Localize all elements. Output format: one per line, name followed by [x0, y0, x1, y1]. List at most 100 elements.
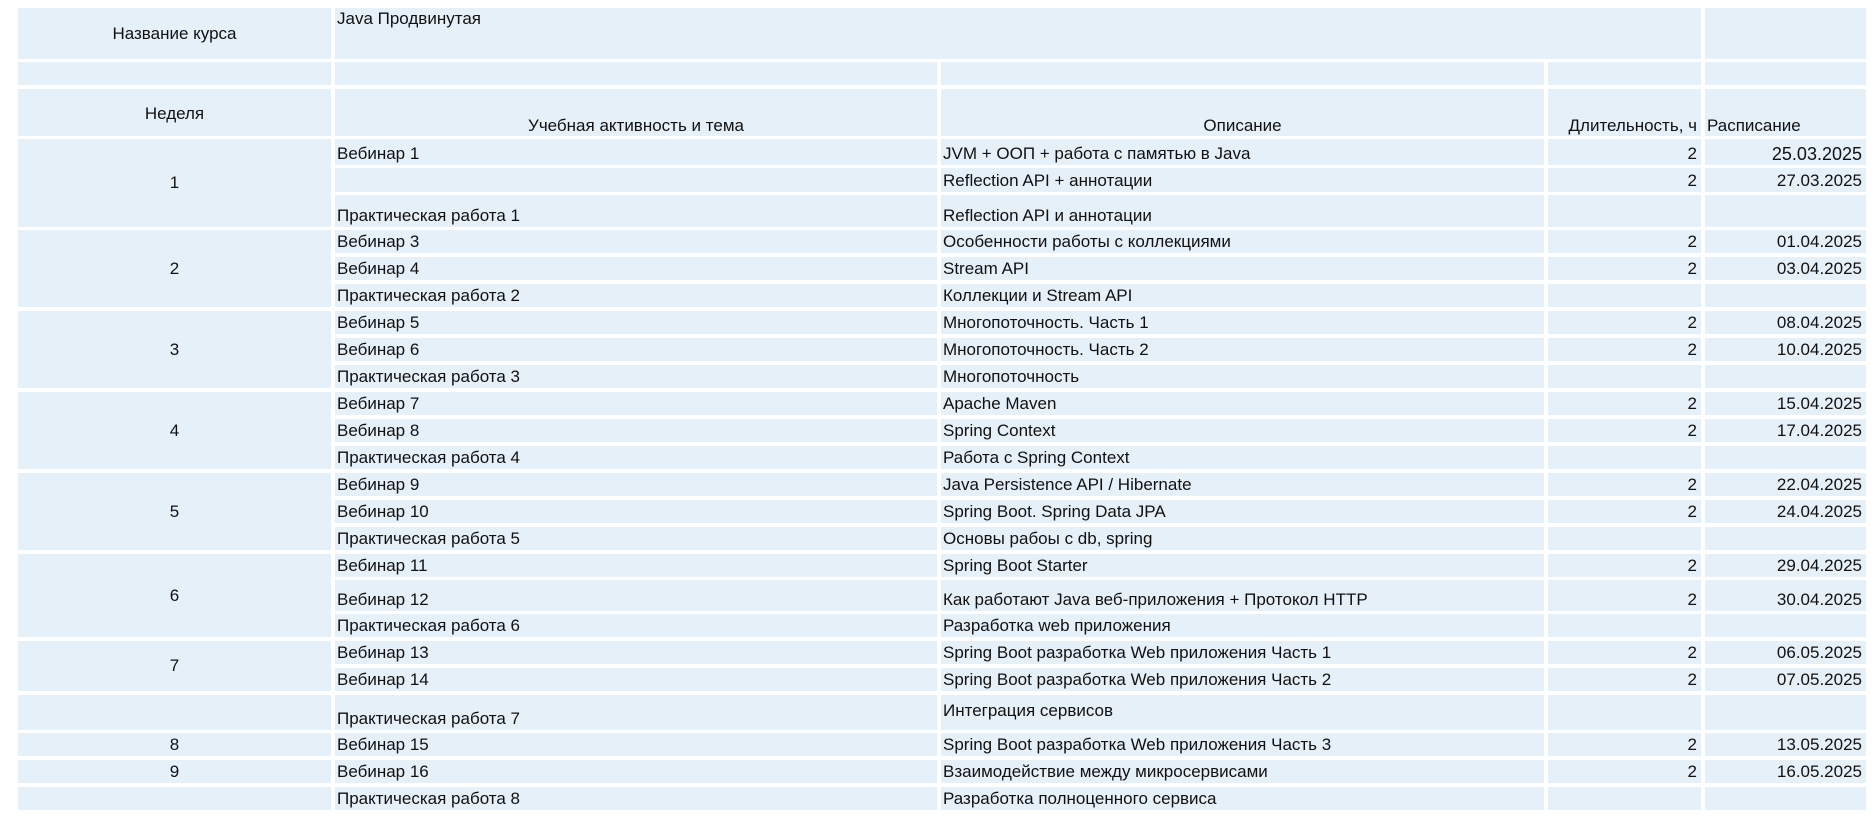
schedule-cell[interactable]: 16.05.2025 [1705, 760, 1866, 783]
duration-cell[interactable] [1548, 284, 1701, 307]
description-cell[interactable]: Многопоточность [941, 365, 1544, 388]
schedule-cell[interactable]: 03.04.2025 [1705, 257, 1866, 280]
duration-cell[interactable]: 2 [1548, 168, 1701, 192]
activity-cell[interactable]: Практическая работа 4 [335, 446, 937, 469]
activity-name: Вебинар 9 [337, 475, 420, 494]
activity-cell[interactable]: Вебинар 10 [335, 500, 937, 523]
description-cell[interactable]: Spring Boot разработка Web приложения Ча… [941, 733, 1544, 756]
description-cell[interactable]: Spring Boot Starter [941, 554, 1544, 577]
activity-cell[interactable]: Вебинар 9 [335, 473, 937, 496]
activity-cell[interactable]: Практическая работа 1 [335, 195, 937, 227]
activity-cell[interactable]: Вебинар 4 [335, 257, 937, 280]
duration-cell[interactable]: 2 [1548, 257, 1701, 280]
description-cell[interactable]: Разработка web приложения [941, 614, 1544, 637]
duration-cell[interactable] [1548, 365, 1701, 388]
activity-cell[interactable]: Практическая работа 5 [335, 527, 937, 550]
description-cell[interactable]: Spring Boot разработка Web приложения Ча… [941, 641, 1544, 664]
activity-cell[interactable]: Вебинар 6 [335, 338, 937, 361]
duration-cell[interactable]: 2 [1548, 139, 1701, 165]
description-cell[interactable]: Apache Maven [941, 392, 1544, 415]
week-number: 7 [169, 656, 180, 675]
duration-cell[interactable]: 2 [1548, 760, 1701, 783]
schedule-cell[interactable]: 01.04.2025 [1705, 230, 1866, 253]
activity-cell[interactable]: Вебинар 12 [335, 580, 937, 611]
activity-cell[interactable]: Практическая работа 3 [335, 365, 937, 388]
description-cell[interactable]: Особенности работы с коллекциями [941, 230, 1544, 253]
duration-cell[interactable] [1548, 527, 1701, 550]
description-cell[interactable]: Многопоточность. Часть 1 [941, 311, 1544, 334]
schedule-cell[interactable] [1705, 527, 1866, 550]
schedule-cell[interactable]: 25.03.2025 [1705, 139, 1866, 165]
activity-cell[interactable]: Вебинар 15 [335, 733, 937, 756]
schedule-cell[interactable]: 22.04.2025 [1705, 473, 1866, 496]
activity-cell[interactable]: Практическая работа 6 [335, 614, 937, 637]
schedule-cell[interactable]: 24.04.2025 [1705, 500, 1866, 523]
duration-cell[interactable]: 2 [1548, 392, 1701, 415]
schedule-cell[interactable]: 13.05.2025 [1705, 733, 1866, 756]
duration-cell[interactable]: 2 [1548, 554, 1701, 577]
duration-cell[interactable]: 2 [1548, 473, 1701, 496]
activity-cell[interactable]: Вебинар 7 [335, 392, 937, 415]
schedule-cell[interactable]: 08.04.2025 [1705, 311, 1866, 334]
duration-cell[interactable] [1548, 787, 1701, 810]
activity-cell[interactable]: Практическая работа 8 [335, 787, 937, 810]
description-cell[interactable]: Spring Boot разработка Web приложения Ча… [941, 668, 1544, 691]
description-cell[interactable]: Работа с Spring Context [941, 446, 1544, 469]
duration-cell[interactable]: 2 [1548, 668, 1701, 691]
duration-cell[interactable]: 2 [1548, 580, 1701, 611]
duration-cell[interactable] [1548, 695, 1701, 730]
schedule-cell[interactable] [1705, 195, 1866, 227]
description-cell[interactable]: Java Persistence API / Hibernate [941, 473, 1544, 496]
activity-cell[interactable]: Практическая работа 2 [335, 284, 937, 307]
schedule-cell[interactable] [1705, 695, 1866, 730]
description-cell[interactable]: Интеграция сервисов [941, 695, 1544, 730]
duration-cell[interactable] [1548, 195, 1701, 227]
activity-cell[interactable]: Практическая работа 7 [335, 695, 937, 730]
schedule-cell[interactable]: 06.05.2025 [1705, 641, 1866, 664]
description-cell[interactable]: Многопоточность. Часть 2 [941, 338, 1544, 361]
activity-cell[interactable]: Вебинар 13 [335, 641, 937, 664]
duration-cell[interactable]: 2 [1548, 733, 1701, 756]
schedule-cell[interactable] [1705, 446, 1866, 469]
schedule-cell[interactable] [1705, 284, 1866, 307]
activity-cell[interactable] [335, 168, 937, 192]
description-cell[interactable]: Как работают Java веб-приложения + Прото… [941, 580, 1544, 611]
activity-cell[interactable]: Вебинар 3 [335, 230, 937, 253]
description-cell[interactable]: Взаимодействие между микросервисами [941, 760, 1544, 783]
activity-cell[interactable]: Вебинар 11 [335, 554, 937, 577]
duration-cell[interactable] [1548, 614, 1701, 637]
schedule-cell[interactable] [1705, 365, 1866, 388]
activity-cell[interactable]: Вебинар 8 [335, 419, 937, 442]
activity-cell[interactable]: Вебинар 1 [335, 139, 937, 165]
description-cell[interactable]: Spring Context [941, 419, 1544, 442]
description-cell[interactable]: Stream API [941, 257, 1544, 280]
schedule-cell[interactable]: 15.04.2025 [1705, 392, 1866, 415]
duration-cell[interactable]: 2 [1548, 641, 1701, 664]
description-cell[interactable]: JVM + ООП + работа с памятью в Java [941, 139, 1544, 165]
schedule-cell[interactable]: 27.03.2025 [1705, 168, 1866, 192]
description-cell[interactable]: Spring Boot. Spring Data JPA [941, 500, 1544, 523]
schedule-cell[interactable] [1705, 787, 1866, 810]
description-cell[interactable]: Разработка полноценного сервиса [941, 787, 1544, 810]
activity-cell[interactable]: Вебинар 5 [335, 311, 937, 334]
description-cell[interactable]: Основы рабоы с db, spring [941, 527, 1544, 550]
duration-cell[interactable]: 2 [1548, 230, 1701, 253]
schedule-cell[interactable]: 10.04.2025 [1705, 338, 1866, 361]
activity-cell[interactable]: Вебинар 16 [335, 760, 937, 783]
schedule-cell[interactable]: 07.05.2025 [1705, 668, 1866, 691]
schedule-cell[interactable]: 29.04.2025 [1705, 554, 1866, 577]
schedule-cell[interactable] [1705, 614, 1866, 637]
activity-cell[interactable]: Вебинар 14 [335, 668, 937, 691]
duration-cell[interactable]: 2 [1548, 311, 1701, 334]
description-cell[interactable]: Reflection API + аннотации [941, 168, 1544, 192]
duration-cell[interactable]: 2 [1548, 338, 1701, 361]
duration-cell[interactable]: 2 [1548, 419, 1701, 442]
schedule-cell[interactable]: 17.04.2025 [1705, 419, 1866, 442]
schedule-cell[interactable]: 30.04.2025 [1705, 580, 1866, 611]
duration-cell[interactable]: 2 [1548, 500, 1701, 523]
description-cell[interactable]: Reflection API и аннотации [941, 195, 1544, 227]
schedule-date: 17.04.2025 [1776, 421, 1862, 440]
duration-cell[interactable] [1548, 446, 1701, 469]
course-name-cell[interactable]: Java Продвинутая [335, 8, 1701, 59]
description-cell[interactable]: Коллекции и Stream API [941, 284, 1544, 307]
